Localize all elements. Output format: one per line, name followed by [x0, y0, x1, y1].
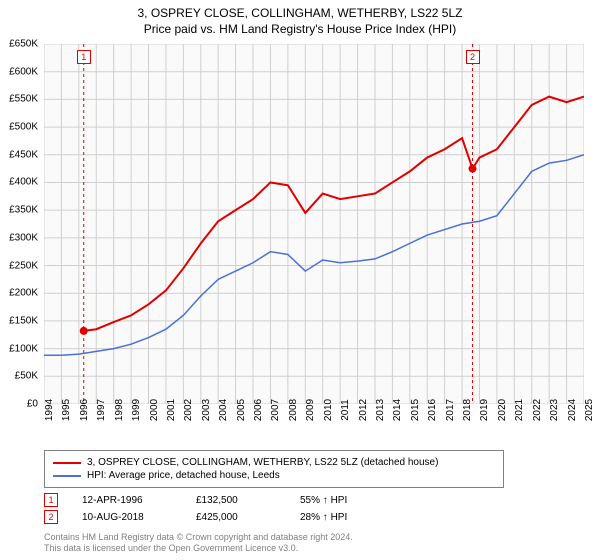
- x-tick-label: 2001: [166, 399, 177, 421]
- title-block: 3, OSPREY CLOSE, COLLINGHAM, WETHERBY, L…: [0, 0, 600, 36]
- x-tick-label: 2013: [375, 399, 386, 421]
- x-tick-label: 2020: [497, 399, 508, 421]
- x-axis: 1994199519961997199819992000200120022003…: [44, 406, 584, 446]
- y-tick-label: £100K: [9, 343, 38, 354]
- x-tick-label: 1995: [61, 399, 72, 421]
- footnote: Contains HM Land Registry data © Crown c…: [44, 532, 353, 554]
- legend-label: 3, OSPREY CLOSE, COLLINGHAM, WETHERBY, L…: [87, 457, 438, 468]
- y-axis: £0£50K£100K£150K£200K£250K£300K£350K£400…: [0, 44, 42, 404]
- chart-area: [44, 44, 584, 404]
- transaction-date: 10-AUG-2018: [82, 512, 172, 523]
- x-tick-label: 2005: [236, 399, 247, 421]
- x-tick-label: 1998: [114, 399, 125, 421]
- transaction-diff: 28% ↑ HPI: [300, 512, 347, 523]
- y-tick-label: £300K: [9, 232, 38, 243]
- legend-item: 3, OSPREY CLOSE, COLLINGHAM, WETHERBY, L…: [53, 457, 495, 468]
- event-marker-badge: 1: [77, 50, 91, 64]
- transaction-date: 12-APR-1996: [82, 495, 172, 506]
- x-tick-label: 2023: [549, 399, 560, 421]
- x-tick-label: 2003: [201, 399, 212, 421]
- x-tick-label: 2018: [462, 399, 473, 421]
- legend: 3, OSPREY CLOSE, COLLINGHAM, WETHERBY, L…: [44, 450, 504, 488]
- chart-container: 3, OSPREY CLOSE, COLLINGHAM, WETHERBY, L…: [0, 0, 600, 560]
- title-sub: Price paid vs. HM Land Registry's House …: [0, 22, 600, 36]
- y-tick-label: £0: [27, 399, 38, 410]
- x-tick-label: 2002: [183, 399, 194, 421]
- transaction-table: 1 12-APR-1996 £132,500 55% ↑ HPI 2 10-AUG-201…: [44, 490, 347, 527]
- plot-svg: [44, 44, 584, 404]
- y-tick-label: £150K: [9, 315, 38, 326]
- x-tick-label: 2017: [445, 399, 456, 421]
- x-tick-label: 2011: [340, 399, 351, 421]
- y-tick-label: £600K: [9, 66, 38, 77]
- transaction-row: 1 12-APR-1996 £132,500 55% ↑ HPI: [44, 493, 347, 507]
- x-tick-label: 1997: [96, 399, 107, 421]
- legend-item: HPI: Average price, detached house, Leed…: [53, 470, 495, 481]
- footnote-line1: Contains HM Land Registry data © Crown c…: [44, 532, 353, 543]
- y-tick-label: £50K: [15, 371, 38, 382]
- event-marker-badge: 2: [466, 50, 480, 64]
- x-tick-label: 2007: [270, 399, 281, 421]
- x-tick-label: 2009: [305, 399, 316, 421]
- y-tick-label: £500K: [9, 122, 38, 133]
- footnote-line2: This data is licensed under the Open Gov…: [44, 543, 353, 554]
- x-tick-label: 2015: [410, 399, 421, 421]
- y-tick-label: £550K: [9, 94, 38, 105]
- legend-label: HPI: Average price, detached house, Leed…: [87, 470, 280, 481]
- y-tick-label: £650K: [9, 39, 38, 50]
- transaction-row: 2 10-AUG-2018 £425,000 28% ↑ HPI: [44, 510, 347, 524]
- x-tick-label: 2019: [479, 399, 490, 421]
- x-tick-label: 1999: [131, 399, 142, 421]
- legend-swatch: [53, 475, 81, 477]
- transaction-price: £132,500: [196, 495, 276, 506]
- x-tick-label: 2006: [253, 399, 264, 421]
- x-tick-label: 2025: [584, 399, 595, 421]
- x-tick-label: 1994: [44, 399, 55, 421]
- transaction-diff: 55% ↑ HPI: [300, 495, 347, 506]
- title-main: 3, OSPREY CLOSE, COLLINGHAM, WETHERBY, L…: [0, 6, 600, 20]
- x-tick-label: 2014: [392, 399, 403, 421]
- transaction-marker: 1: [44, 493, 58, 507]
- x-tick-label: 2012: [358, 399, 369, 421]
- x-tick-label: 2008: [288, 399, 299, 421]
- x-tick-label: 2010: [323, 399, 334, 421]
- legend-swatch: [53, 462, 81, 464]
- x-tick-label: 2022: [532, 399, 543, 421]
- x-tick-label: 2024: [567, 399, 578, 421]
- transaction-marker: 2: [44, 510, 58, 524]
- y-tick-label: £450K: [9, 149, 38, 160]
- x-tick-label: 2004: [218, 399, 229, 421]
- y-tick-label: £200K: [9, 288, 38, 299]
- y-tick-label: £350K: [9, 205, 38, 216]
- x-tick-label: 2021: [514, 399, 525, 421]
- x-tick-label: 1996: [79, 399, 90, 421]
- y-tick-label: £400K: [9, 177, 38, 188]
- x-tick-label: 2016: [427, 399, 438, 421]
- x-tick-label: 2000: [149, 399, 160, 421]
- y-tick-label: £250K: [9, 260, 38, 271]
- transaction-price: £425,000: [196, 512, 276, 523]
